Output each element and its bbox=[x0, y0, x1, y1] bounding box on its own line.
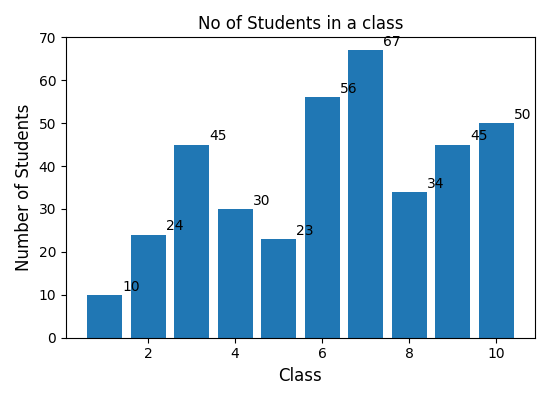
Bar bbox=[131, 235, 166, 338]
Title: No of Students in a class: No of Students in a class bbox=[197, 15, 403, 33]
Bar bbox=[174, 145, 209, 338]
Y-axis label: Number of Students: Number of Students bbox=[15, 104, 33, 271]
X-axis label: Class: Class bbox=[279, 367, 322, 385]
Bar bbox=[87, 295, 122, 338]
Text: 56: 56 bbox=[339, 82, 358, 96]
Bar bbox=[305, 98, 339, 338]
Bar bbox=[218, 209, 252, 338]
Text: 45: 45 bbox=[209, 129, 227, 143]
Bar bbox=[261, 239, 296, 338]
Bar bbox=[479, 123, 514, 338]
Bar bbox=[392, 192, 427, 338]
Text: 30: 30 bbox=[252, 194, 270, 208]
Text: 24: 24 bbox=[166, 220, 183, 234]
Bar bbox=[348, 50, 383, 338]
Text: 67: 67 bbox=[383, 35, 401, 49]
Text: 23: 23 bbox=[296, 224, 314, 238]
Text: 45: 45 bbox=[470, 129, 488, 143]
Text: 34: 34 bbox=[427, 176, 444, 190]
Bar bbox=[436, 145, 470, 338]
Text: 10: 10 bbox=[122, 280, 140, 294]
Text: 50: 50 bbox=[514, 108, 531, 122]
